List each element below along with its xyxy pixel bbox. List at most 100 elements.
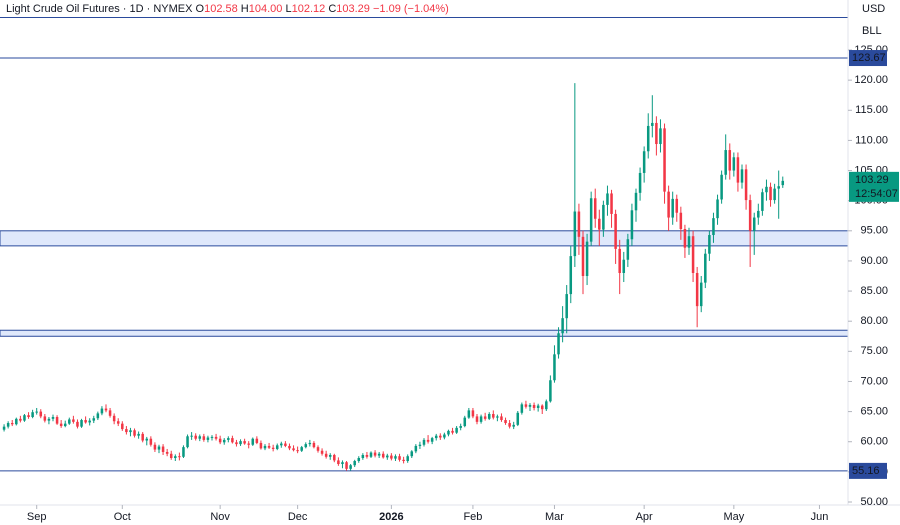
x-tick-label: Dec xyxy=(288,511,308,523)
y-tick-label: 65.00 xyxy=(860,405,888,417)
candle-body xyxy=(210,436,214,438)
candle-body xyxy=(284,443,287,446)
candle-body xyxy=(724,150,727,175)
candle-body xyxy=(100,408,104,414)
candle-body xyxy=(31,412,34,418)
candle-body xyxy=(80,420,83,427)
y-tick-label: 75.00 xyxy=(860,345,888,357)
candle-body xyxy=(761,192,764,211)
candle-body xyxy=(23,415,26,421)
header-key: L xyxy=(285,3,291,15)
candle-body xyxy=(133,430,136,436)
candle-body xyxy=(259,442,263,449)
candle-body xyxy=(618,248,621,273)
candle-body xyxy=(581,236,585,277)
price-label-bg xyxy=(849,50,887,67)
candle-body xyxy=(508,423,511,427)
candle-body xyxy=(732,157,736,171)
candle-body xyxy=(239,441,242,445)
last-price-bg xyxy=(849,171,899,202)
candle-body xyxy=(247,443,250,445)
candle-body xyxy=(769,186,772,201)
chart-title: Light Crude Oil Futures · 1D · NYMEX xyxy=(6,3,193,15)
candle-body xyxy=(304,444,308,448)
candle-body xyxy=(532,404,536,408)
candle-body xyxy=(459,426,462,428)
candle-body xyxy=(365,454,369,457)
candle-body xyxy=(598,218,601,230)
candle-body xyxy=(622,259,626,273)
candle-body xyxy=(121,423,124,430)
candle-body xyxy=(471,410,475,417)
candle-body xyxy=(716,199,719,219)
candle-body xyxy=(646,125,650,152)
candle-body xyxy=(593,198,597,219)
candle-body xyxy=(516,412,520,425)
candle-body xyxy=(740,169,744,183)
candle-body xyxy=(275,445,279,449)
candle-body xyxy=(671,198,674,218)
candle-body xyxy=(235,442,238,445)
candle-body xyxy=(186,436,189,448)
candle-body xyxy=(369,452,373,457)
candle-body xyxy=(206,437,210,440)
price-label: 55.16 xyxy=(852,465,880,477)
candle-body xyxy=(606,193,609,205)
candle-body xyxy=(655,122,658,145)
candle-body xyxy=(553,354,556,381)
y-tick-label: 90.00 xyxy=(860,255,888,267)
candle-body xyxy=(345,462,348,469)
candle-body xyxy=(243,441,246,444)
candle-body xyxy=(137,433,140,436)
candle-body xyxy=(634,192,638,211)
candle-body xyxy=(487,414,491,419)
candle-body xyxy=(687,236,691,248)
candle-body xyxy=(512,424,515,427)
header-key: C xyxy=(328,3,336,15)
candle-body xyxy=(63,423,67,427)
candle-body xyxy=(455,427,458,433)
candle-body xyxy=(528,404,532,407)
y-tick-label: 120.00 xyxy=(854,74,888,86)
candle-body xyxy=(781,180,785,186)
candle-body xyxy=(263,445,267,449)
candle-body xyxy=(398,456,401,460)
candle-body xyxy=(602,204,605,230)
candle-body xyxy=(361,454,365,458)
candle-body xyxy=(475,416,479,422)
unit-bg xyxy=(849,20,900,42)
candle-body xyxy=(447,430,450,435)
candle-body xyxy=(773,188,776,201)
candle-body xyxy=(483,416,487,419)
candle-body xyxy=(271,447,275,449)
candle-body xyxy=(353,461,356,466)
candle-body xyxy=(520,404,524,413)
candle-body xyxy=(430,438,434,442)
candle-body xyxy=(549,380,552,402)
candle-body xyxy=(663,128,666,192)
x-tick-label: Jun xyxy=(811,511,829,523)
y-tick-label: 115.00 xyxy=(855,104,888,116)
candle-body xyxy=(557,333,560,355)
candle-body xyxy=(51,417,55,419)
candle-body xyxy=(757,210,760,218)
candle-body xyxy=(712,218,715,236)
candle-body xyxy=(300,447,303,451)
candle-body xyxy=(39,411,43,417)
candle-body xyxy=(443,434,446,438)
candle-body xyxy=(316,447,320,451)
candle-body xyxy=(691,236,695,273)
candle-body xyxy=(141,433,144,441)
candle-body xyxy=(695,272,699,307)
candle-body xyxy=(324,453,328,457)
candle-body xyxy=(165,451,169,454)
header-value: 103.29 xyxy=(336,3,370,15)
candle-body xyxy=(394,456,397,459)
candle-body xyxy=(328,454,332,457)
candle-body xyxy=(292,448,295,451)
candle-body xyxy=(43,416,47,421)
candle-body xyxy=(683,228,687,248)
candle-body xyxy=(88,420,91,423)
candle-body xyxy=(451,430,454,433)
